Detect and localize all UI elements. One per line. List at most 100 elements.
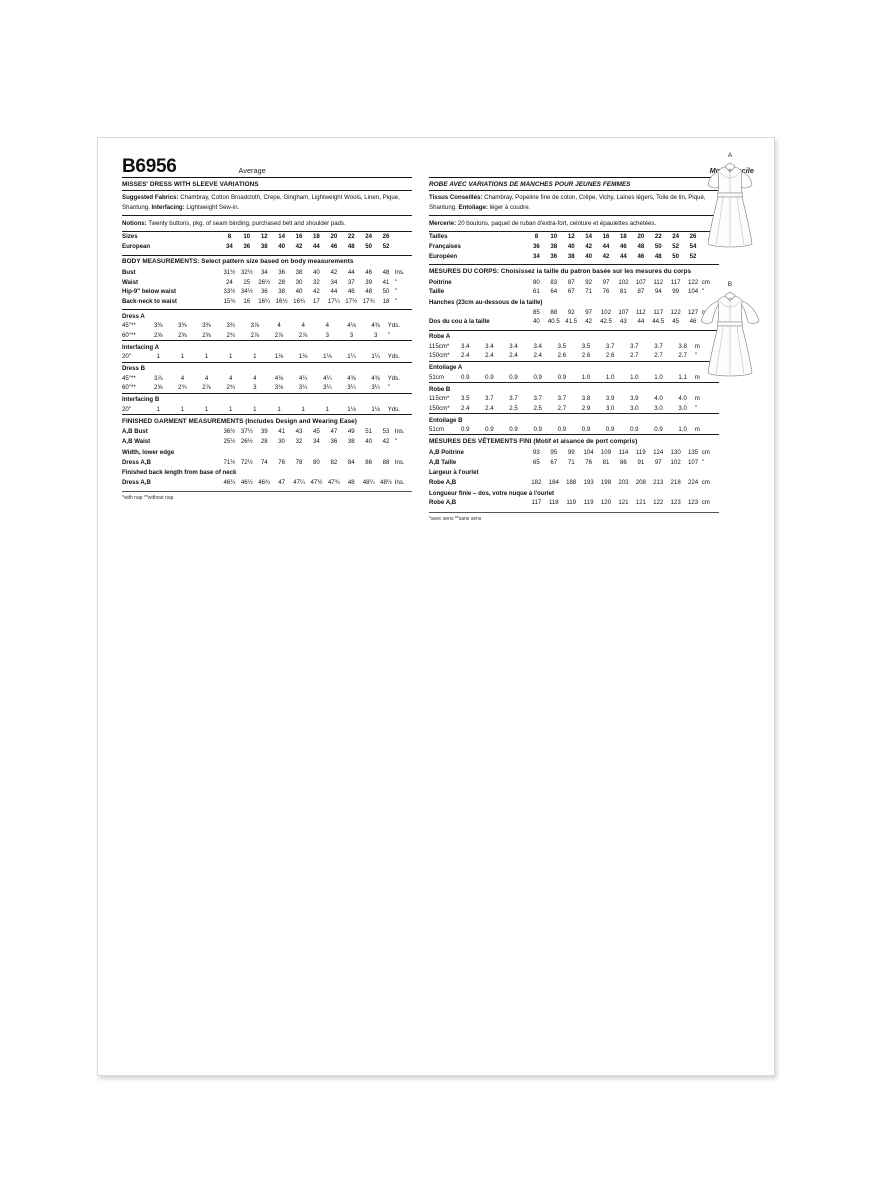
row-value: 2⅝ — [178, 331, 187, 339]
table-row: Robe A,B 117 118 119 119 120 121 121 122 123 123 cm — [429, 498, 719, 508]
row-value: 86 — [620, 458, 627, 466]
row-value: 3¼ — [298, 384, 308, 392]
table-row: 45"** 3⅜ 3⅜ 3⅜ 3¾ 3⅞ 4 4 4 4⅛ 4⅜ Yds. — [122, 321, 412, 331]
row-value: 50 — [382, 288, 390, 296]
row-label: Robe A,B — [429, 499, 457, 507]
row-value: 2¾ — [226, 331, 235, 339]
row-value: 0.9 — [509, 373, 518, 381]
group-heading-row: Interfacing B — [122, 392, 412, 405]
row-value: 18 — [313, 233, 320, 241]
row-value: 49 — [347, 428, 355, 436]
row-value: 0.9 — [533, 373, 542, 381]
row-value: 2⅞ — [274, 331, 284, 339]
row-value: 40 — [313, 268, 320, 276]
row-value: 4.0 — [654, 395, 663, 403]
row-value: 42 — [602, 252, 610, 260]
row-value: 38 — [278, 288, 285, 296]
row-value: 1 — [156, 405, 160, 413]
row-unit: m — [694, 373, 700, 381]
row-value: 1 — [204, 405, 209, 413]
row-value: 3.7 — [485, 395, 494, 403]
table-row: A,B Poitrine 93 95 99 104 109 114 119 124 130 135 c… — [429, 447, 719, 457]
table-row: Hip-9" below waist 33½ 34½ 36 38 40 42 44 46 48 50… — [122, 287, 412, 297]
row-value: 121 — [635, 499, 646, 507]
divider — [429, 177, 719, 178]
row-value: 130 — [670, 448, 681, 456]
row-value: 109 — [600, 448, 612, 456]
table-row: 115cm* 3.4 3.4 3.4 3.4 3.5 3.5 3.7 3.7 3.7 3.8 m — [429, 341, 719, 351]
divider — [122, 215, 412, 217]
row-value: 0.9 — [557, 373, 567, 381]
row-value: 3¼ — [323, 384, 332, 392]
row-value: 99 — [672, 288, 680, 296]
row-label: A,B Taille — [429, 458, 457, 466]
group-heading: Interfacing B — [122, 392, 412, 405]
english-fabrics: Suggested Fabrics: Chambray, Cotton Broa… — [122, 191, 412, 216]
row-label: Waist — [122, 278, 139, 286]
row-value: 4¼ — [323, 374, 332, 382]
divider — [429, 434, 719, 436]
row-value: 42 — [313, 288, 320, 296]
row-value: 0.9 — [485, 426, 494, 434]
row-value: 42 — [330, 268, 338, 276]
english-title: MISSES' DRESS WITH SLEEVE VARIATIONS — [122, 180, 259, 188]
french-finished-heading: MESURES DES VÊTEMENTS FINI (Motif et ais… — [429, 438, 638, 446]
row-value: 2.4 — [509, 352, 518, 360]
row-value: 26 — [689, 233, 697, 241]
row-value: 48 — [637, 243, 645, 251]
row-value: 104 — [687, 288, 699, 296]
row-unit: " — [394, 278, 397, 286]
row-value: 76 — [585, 458, 592, 466]
row-value: 182 — [531, 478, 542, 486]
row-value: 1⅛ — [371, 405, 380, 413]
dress-back-short-sleeve-icon — [707, 162, 753, 248]
row-value: 92 — [585, 278, 592, 286]
row-value: 40.5 — [547, 318, 560, 326]
row-value: 34½ — [240, 288, 253, 296]
row-value: 38 — [550, 243, 558, 251]
row-label: 150cm* — [429, 352, 450, 360]
divider — [122, 414, 412, 416]
divider — [429, 231, 719, 233]
row-value: 1 — [277, 405, 281, 413]
row-value: 3.8 — [581, 395, 591, 403]
divider — [122, 254, 412, 256]
row-value: 2.4 — [460, 352, 470, 360]
row-value: 12 — [567, 233, 575, 241]
row-unit: cm — [701, 499, 710, 507]
row-value: 38 — [347, 438, 355, 446]
difficulty-english: Average — [238, 166, 266, 175]
row-value: 20 — [330, 233, 338, 241]
divider — [429, 264, 719, 266]
row-value: 1 — [180, 405, 185, 413]
row-value: 2⅝ — [153, 331, 163, 339]
row-value: 213 — [653, 478, 664, 486]
row-value: 123 — [687, 499, 699, 507]
row-value: 121 — [618, 499, 629, 507]
row-value: 42 — [585, 318, 592, 326]
table-row: Back-neck to waist 15¾ 16 16¼ 16½ 16¾ 17 17¼ 17½… — [122, 297, 412, 307]
row-value: 25 — [243, 278, 251, 286]
table-row: 20" 1 1 1 1 1 1 1 1 1⅛ 1⅛ Yds. — [122, 404, 412, 414]
group-heading: Entoilage A — [429, 360, 719, 373]
row-value: 97 — [585, 308, 592, 316]
row-unit: Yds. — [387, 322, 400, 330]
row-value: 135 — [687, 448, 699, 456]
row-label: Dress A,B — [122, 478, 151, 486]
row-value: 2.7 — [557, 404, 567, 412]
row-value: 127 — [687, 308, 699, 316]
row-value: 46 — [330, 243, 338, 251]
row-value: 1¼ — [371, 353, 380, 361]
table-row: Robe A,B 182 184 188 193 198 203 208 213 218 224 cm — [429, 478, 719, 488]
divider — [122, 491, 412, 493]
group-heading-row: Hanches (23cm au-dessous de la taille) — [429, 297, 719, 308]
row-value: 104 — [583, 448, 594, 456]
row-value: 1⅛ — [347, 405, 356, 413]
row-unit — [395, 232, 412, 242]
group-heading: Entoilage B — [429, 413, 719, 425]
row-value: 97 — [654, 458, 662, 466]
row-label: 45"** — [122, 322, 136, 330]
row-value: 2.4 — [533, 352, 542, 360]
row-label: 60"** — [122, 331, 136, 339]
row-label: Dress A,B — [122, 458, 151, 466]
